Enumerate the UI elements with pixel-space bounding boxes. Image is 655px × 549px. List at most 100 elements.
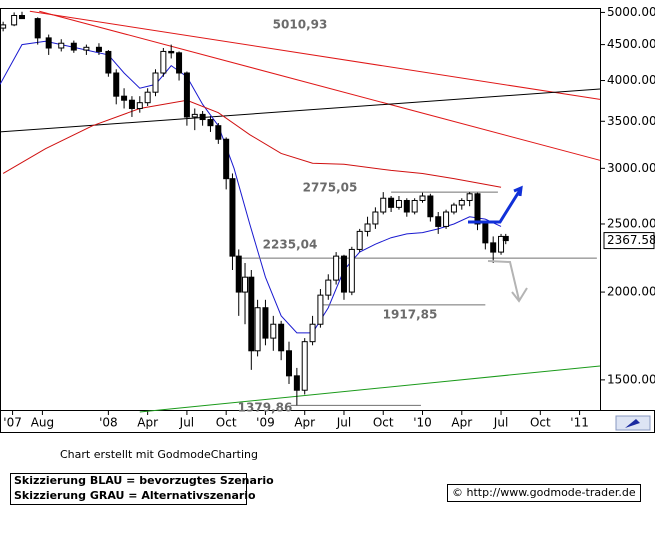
preferred-scenario-sketch	[468, 189, 522, 224]
x-tick-label: Apr	[294, 416, 315, 430]
candle-body	[83, 46, 90, 51]
candle-body	[427, 195, 434, 218]
notes-box	[10, 473, 247, 505]
candle-body	[248, 276, 255, 352]
tool-icon-glyph	[625, 419, 640, 428]
candle-body	[207, 119, 214, 127]
candle-body	[235, 255, 242, 293]
candle-body	[403, 199, 410, 213]
candle-body	[199, 113, 206, 121]
candle-body	[128, 99, 135, 109]
candle-body	[105, 50, 112, 74]
candle-body	[95, 46, 102, 52]
moving-average	[2, 99, 502, 188]
x-tick-label: Oct	[373, 416, 394, 430]
candle-body	[113, 72, 120, 97]
alternative-scenario-sketch	[487, 260, 520, 301]
level-label: 2775,05	[303, 181, 358, 195]
candle-body	[317, 294, 324, 325]
y-tick-label: 1500.00	[607, 372, 655, 386]
level-label: 5010,93	[273, 18, 328, 32]
candle-body	[364, 223, 371, 232]
candle-body	[395, 199, 402, 208]
trend-line	[29, 10, 601, 100]
candle-body	[58, 42, 65, 49]
candle-body	[309, 323, 316, 343]
candle-body	[262, 307, 269, 339]
x-tick-label: '08	[99, 416, 118, 430]
y-tick-label: 4500.00	[607, 37, 655, 51]
candle-body	[348, 248, 355, 293]
candle-body	[450, 204, 457, 213]
level-label: 2235,04	[263, 238, 318, 252]
x-tick-label: '07	[3, 416, 22, 430]
source[interactable]: © http://www.godmode-trader.de	[452, 486, 636, 499]
candle-body	[270, 323, 277, 339]
candle-body	[223, 138, 230, 180]
candle-body	[325, 279, 332, 296]
candle-body	[356, 230, 363, 250]
x-tick-label: Oct	[530, 416, 551, 430]
note: Skizzierung BLAU = bevorzugtes Szenario	[14, 474, 274, 487]
candle-body	[435, 216, 442, 227]
candle-body	[458, 199, 465, 206]
y-tick-label: 4000.00	[607, 73, 655, 87]
candle-body	[502, 235, 509, 242]
x-tick-label: '10	[413, 416, 432, 430]
candle-body	[293, 375, 300, 391]
level-label: 1379,86	[238, 401, 293, 415]
x-tick-label: '09	[256, 416, 275, 430]
candle-body	[254, 307, 261, 352]
candle-body	[340, 255, 347, 293]
candle-body	[160, 50, 167, 74]
last-price-label: 2367.58	[607, 233, 655, 247]
candle-body	[34, 18, 41, 39]
candle-body	[411, 199, 418, 213]
candle-body	[152, 72, 159, 93]
credit: Chart erstellt mit GodmodeCharting	[60, 448, 258, 461]
x-tick-label: Jul	[493, 416, 508, 430]
y-tick-label: 3000.00	[607, 161, 655, 175]
candle-body	[183, 72, 190, 118]
candle-body	[45, 37, 52, 49]
candle-body	[121, 95, 128, 101]
candle-body	[229, 178, 236, 257]
x-tick-label: Jul	[336, 416, 351, 430]
candle-body	[333, 255, 340, 281]
candle-body	[498, 235, 505, 253]
candle-body	[443, 211, 450, 227]
y-tick-label: 5000.00	[607, 5, 655, 19]
last-price-box	[603, 232, 655, 250]
candle-body	[191, 113, 198, 118]
candle-body	[286, 350, 293, 377]
candle-body	[18, 14, 25, 20]
candle-body	[301, 341, 308, 391]
candle-body	[168, 50, 175, 54]
y-tick-label: 2000.00	[607, 285, 655, 299]
trend-line	[0, 88, 601, 133]
x-tick-label: Aug	[31, 416, 54, 430]
alternative-scenario-arrowhead	[511, 287, 528, 303]
plot-frame	[0, 8, 601, 411]
note: Skizzierung GRAU = Alternativszenario	[14, 489, 256, 502]
candle-body	[482, 223, 489, 244]
preferred-scenario-arrowhead	[513, 185, 523, 197]
candle-body	[419, 195, 426, 201]
trend-line	[139, 365, 601, 413]
candle-body	[474, 193, 481, 225]
x-tick-label: Apr	[137, 416, 158, 430]
candle-body	[278, 323, 285, 352]
moving-average	[0, 40, 502, 334]
x-tick-label: Jul	[179, 416, 194, 430]
x-tick-label: Apr	[451, 416, 472, 430]
candle-body	[242, 276, 249, 293]
candle-body	[0, 24, 7, 29]
candle-body	[11, 14, 18, 26]
candle-body	[466, 193, 473, 201]
candle-body	[388, 197, 395, 208]
y-tick-label: 3500.00	[607, 114, 655, 128]
marks: 1500.00 2000.00 2500.00 3000.00 3500.00 4000.…	[0, 5, 655, 430]
source-box	[447, 484, 641, 502]
candle-body	[490, 242, 497, 253]
candle-body	[380, 197, 387, 213]
